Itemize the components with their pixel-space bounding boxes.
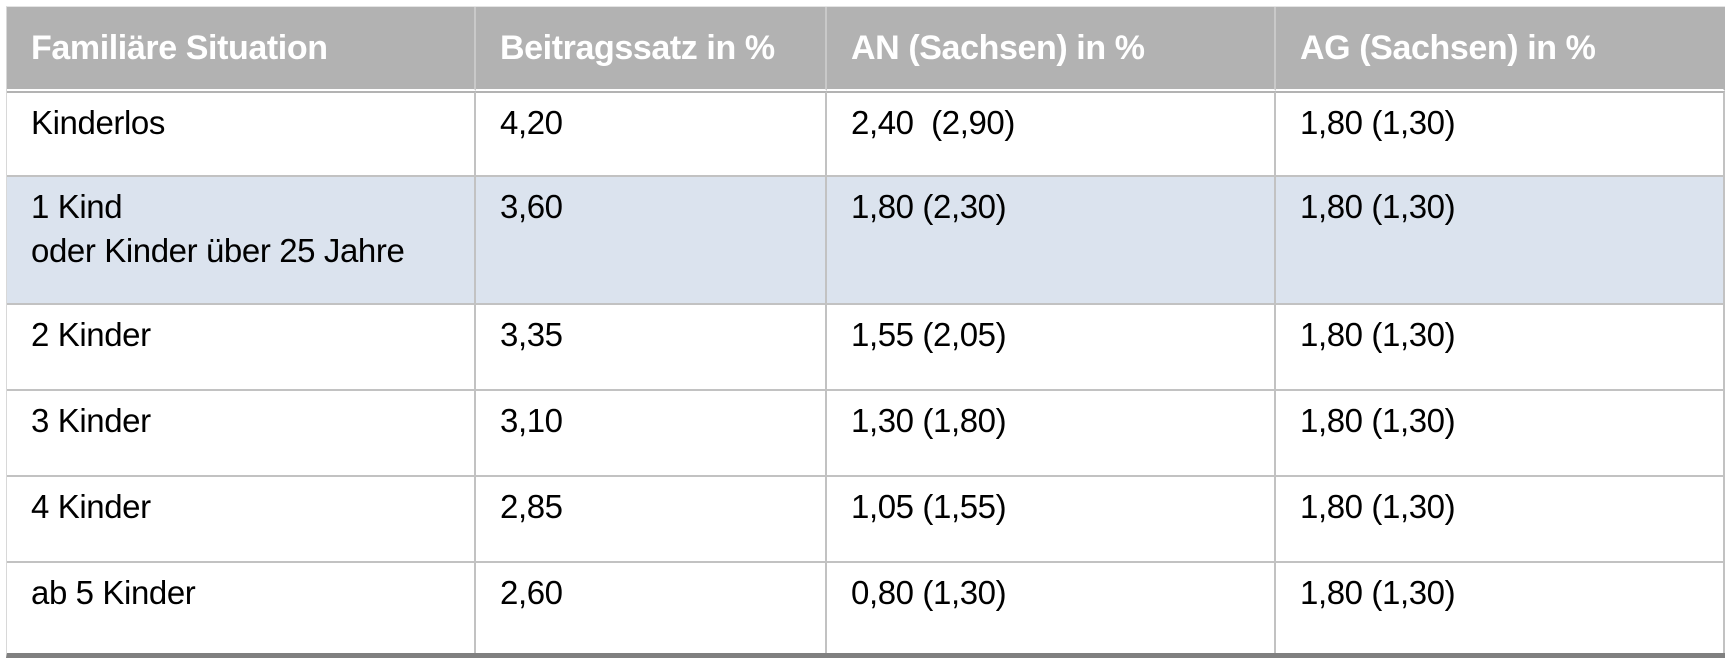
header-cell-beitragssatz: Beitragssatz in %: [476, 7, 827, 91]
cell-beitragssatz: 2,85: [476, 477, 827, 563]
cell-an-sachsen: 1,55 (2,05): [827, 305, 1276, 391]
cell-an-sachsen: 2,40 (2,90): [827, 91, 1276, 177]
contribution-table-container: Familiäre Situation Beitragssatz in % AN…: [6, 6, 1725, 658]
cell-ag-sachsen: 1,80 (1,30): [1276, 305, 1725, 391]
table-row-2-kinder: 2 Kinder 3,35 1,55 (2,05) 1,80 (1,30): [7, 305, 1725, 391]
header-cell-familiaere-situation: Familiäre Situation: [7, 7, 476, 91]
cell-ag-sachsen: 1,80 (1,30): [1276, 477, 1725, 563]
cell-ag-sachsen: 1,80 (1,30): [1276, 391, 1725, 477]
cell-ag-sachsen: 1,80 (1,30): [1276, 563, 1725, 653]
cell-beitragssatz: 3,60: [476, 177, 827, 305]
cell-familiaere-situation: 2 Kinder: [7, 305, 476, 391]
cell-familiaere-situation: 1 Kind oder Kinder über 25 Jahre: [7, 177, 476, 305]
cell-an-sachsen: 1,30 (1,80): [827, 391, 1276, 477]
cell-an-sachsen: 0,80 (1,30): [827, 563, 1276, 653]
cell-beitragssatz: 3,10: [476, 391, 827, 477]
cell-an-sachsen: 1,05 (1,55): [827, 477, 1276, 563]
header-cell-ag-sachsen: AG (Sachsen) in %: [1276, 7, 1725, 91]
table-row-1-kind: 1 Kind oder Kinder über 25 Jahre 3,60 1,…: [7, 177, 1725, 305]
cell-ag-sachsen: 1,80 (1,30): [1276, 177, 1725, 305]
cell-beitragssatz: 2,60: [476, 563, 827, 653]
cell-an-sachsen: 1,80 (2,30): [827, 177, 1276, 305]
table-row-kinderlos: Kinderlos 4,20 2,40 (2,90) 1,80 (1,30): [7, 91, 1725, 177]
cell-familiaere-situation: 3 Kinder: [7, 391, 476, 477]
table-row-4-kinder: 4 Kinder 2,85 1,05 (1,55) 1,80 (1,30): [7, 477, 1725, 563]
cell-familiaere-situation: ab 5 Kinder: [7, 563, 476, 653]
contribution-rate-table: Familiäre Situation Beitragssatz in % AN…: [6, 6, 1725, 658]
table-header-row: Familiäre Situation Beitragssatz in % AN…: [7, 7, 1725, 91]
header-cell-an-sachsen: AN (Sachsen) in %: [827, 7, 1276, 91]
table-row-3-kinder: 3 Kinder 3,10 1,30 (1,80) 1,80 (1,30): [7, 391, 1725, 477]
cell-beitragssatz: 3,35: [476, 305, 827, 391]
cell-ag-sachsen: 1,80 (1,30): [1276, 91, 1725, 177]
table-row-ab-5-kinder: ab 5 Kinder 2,60 0,80 (1,30) 1,80 (1,30): [7, 563, 1725, 653]
cell-beitragssatz: 4,20: [476, 91, 827, 177]
cell-familiaere-situation: Kinderlos: [7, 91, 476, 177]
cell-familiaere-situation: 4 Kinder: [7, 477, 476, 563]
